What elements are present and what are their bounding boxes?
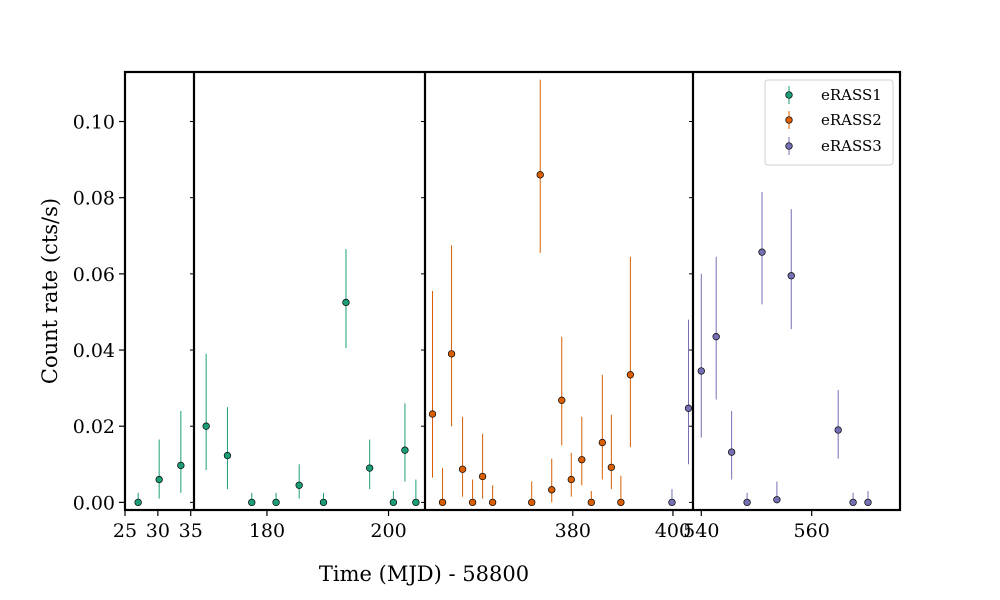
frame-layer — [123, 70, 902, 512]
data-point — [617, 498, 625, 507]
y-tick-label: 0.10 — [73, 112, 115, 134]
x-tick-label: 35 — [179, 520, 203, 542]
data-point — [548, 486, 556, 494]
data-point — [528, 498, 536, 507]
data-point — [319, 498, 328, 507]
data-point — [478, 472, 487, 481]
data-point — [428, 410, 437, 418]
data-point — [834, 426, 842, 434]
data-point — [743, 498, 751, 507]
x-axis-label: Time (MJD) - 58800 — [319, 562, 529, 586]
data-point — [401, 446, 409, 454]
data-point — [447, 350, 456, 358]
legend-entry-erass1: eRASS1 — [785, 86, 882, 104]
legend-label-erass3: eRASS3 — [821, 137, 882, 155]
data-point — [787, 272, 795, 280]
data-point — [567, 475, 575, 484]
data-point — [587, 498, 595, 507]
data-point — [458, 465, 467, 473]
data-point — [438, 498, 447, 507]
legend-marker-erass3 — [785, 142, 793, 150]
data-point — [558, 396, 566, 404]
series-erass1 — [134, 249, 420, 507]
legend-entry-erass3: eRASS3 — [785, 137, 882, 155]
legend-entry-erass2: eRASS2 — [785, 111, 882, 129]
data-point — [468, 498, 477, 507]
legend-marker-erass1 — [785, 91, 793, 99]
data-point — [202, 422, 210, 430]
data-point — [727, 448, 736, 456]
x-tick-label: 540 — [683, 520, 719, 542]
x-tick-label: 560 — [794, 520, 830, 542]
data-point — [697, 367, 705, 375]
data-layer — [134, 79, 872, 507]
data-point — [272, 498, 280, 507]
data-point — [758, 248, 766, 256]
data-point — [134, 498, 142, 507]
data-point — [712, 333, 720, 341]
data-point — [849, 498, 857, 507]
legend-marker-erass2 — [785, 116, 793, 124]
data-point — [248, 498, 256, 507]
data-point — [177, 461, 185, 470]
data-point — [342, 298, 350, 307]
data-point — [389, 498, 398, 507]
data-point — [366, 464, 374, 472]
data-point — [684, 404, 693, 412]
x-tick-label: 30 — [146, 520, 170, 542]
data-point — [668, 498, 676, 507]
y-tick-label: 0.06 — [73, 264, 115, 286]
y-tick-label: 0.02 — [73, 416, 115, 438]
data-point — [607, 463, 615, 471]
data-point — [598, 438, 606, 447]
y-axis-label: Count rate (cts/s) — [38, 198, 62, 384]
data-point — [488, 498, 497, 507]
legend: eRASS1 eRASS2 eRASS3 — [764, 79, 894, 166]
plot-frame — [123, 70, 902, 512]
x-tick-label: 200 — [370, 520, 406, 542]
x-tick-label: 380 — [555, 520, 591, 542]
data-point — [295, 481, 303, 489]
y-tick-label: 0.04 — [73, 340, 115, 362]
x-tick-label: 25 — [113, 520, 137, 542]
data-point — [773, 496, 781, 504]
data-point — [578, 456, 586, 464]
x-tick-label: 180 — [249, 520, 285, 542]
y-tick-label: 0.00 — [73, 492, 115, 514]
legend-label-erass1: eRASS1 — [821, 86, 882, 104]
data-point — [536, 171, 544, 179]
legend-label-erass2: eRASS2 — [821, 111, 882, 129]
data-point — [864, 498, 872, 507]
series-erass2 — [428, 79, 635, 507]
data-point — [412, 498, 420, 507]
data-point — [223, 451, 232, 460]
y-tick-label: 0.08 — [73, 188, 115, 210]
data-point — [626, 371, 635, 379]
legend-frame — [764, 79, 894, 166]
series-erass3 — [668, 191, 872, 507]
tick-layer: 0.00 0.02 0.04 0.06 0.08 0.10 25 30 35 180 200 380 4… — [73, 112, 830, 542]
data-point — [155, 475, 163, 484]
x-tick-label: 400 — [655, 520, 691, 542]
